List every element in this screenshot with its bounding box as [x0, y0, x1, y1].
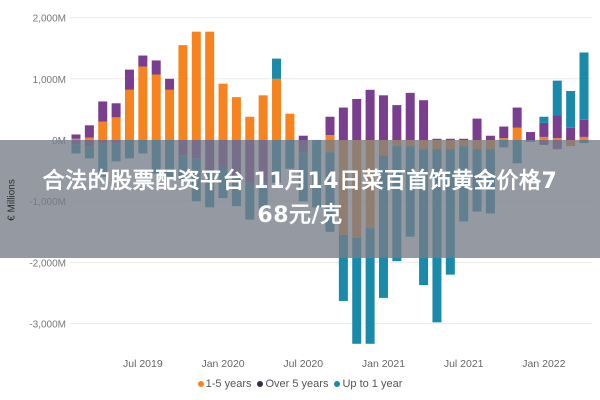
x-tick-label: Jul 2019 [123, 358, 163, 370]
bar-segment [98, 101, 108, 122]
legend: 1-5 years Over 5 years Up to 1 year [0, 378, 600, 390]
banner-title-line-2: 68元/克 [257, 203, 343, 228]
bar-segment [272, 78, 282, 140]
y-tick-label: 2,000M [33, 14, 66, 25]
y-tick-label: -2,000M [29, 258, 66, 269]
bar-segment [272, 58, 282, 79]
legend-item-1-5-years[interactable]: 1-5 years [197, 378, 252, 390]
bar-segment [298, 135, 308, 140]
bar-segment [285, 113, 295, 140]
bar-segment [205, 31, 215, 140]
bar-segment [499, 126, 509, 139]
legend-label: Over 5 years [265, 378, 329, 390]
bar-segment [231, 97, 241, 140]
bar-segment [539, 116, 549, 123]
legend-dot-icon [197, 381, 204, 387]
bar-segment [124, 89, 134, 140]
y-axis-title: € Millions [6, 179, 18, 221]
bar-segment [566, 127, 576, 140]
bar-segment [526, 132, 536, 140]
y-tick-label: 1,000M [33, 75, 66, 86]
bar-segment [258, 95, 268, 140]
bar-segment [419, 100, 429, 140]
x-tick-label: Jul 2020 [283, 358, 323, 370]
bar-segment [325, 135, 335, 140]
bar-segment [365, 228, 375, 344]
bar-segment [539, 122, 549, 137]
legend-label: Up to 1 year [342, 378, 403, 390]
x-tick-label: Jan 2020 [201, 358, 244, 370]
bar-segment [485, 135, 495, 140]
bar-segment [552, 80, 562, 116]
bar-segment [71, 134, 81, 139]
bar-segment [566, 91, 576, 128]
bar-segment [111, 103, 121, 118]
bar-segment [352, 237, 362, 344]
bar-segment [579, 136, 589, 140]
bar-segment [191, 31, 201, 140]
legend-label: 1-5 years [205, 378, 252, 390]
bar-segment [165, 78, 175, 90]
bar-segment [459, 138, 469, 140]
x-axis-ticks: Jul 2019 Jan 2020 Jul 2020 Jan 2021 Jul 2021… [123, 358, 566, 370]
bar-segment [124, 69, 134, 90]
overlay-banner: 合法的股票配资平台 11月14日菜百首饰黄金价格7 68元/克 [0, 140, 600, 258]
bar-segment [84, 125, 94, 138]
y-tick-label: -3,000M [29, 320, 66, 331]
bar-segment [445, 138, 455, 140]
bar-segment [472, 118, 482, 140]
bar-segment [512, 107, 522, 128]
bar-segment [552, 115, 562, 139]
bar-segment [499, 138, 509, 140]
bar-segment [98, 121, 108, 140]
bar-segment [338, 107, 348, 140]
bar-segment [405, 92, 415, 140]
x-tick-label: Jan 2022 [522, 358, 565, 370]
bar-segment [138, 55, 148, 67]
bar-segment [392, 105, 402, 140]
legend-item-up-to-1-year[interactable]: Up to 1 year [334, 378, 402, 390]
bar-segment [151, 74, 161, 140]
bar-segment [84, 137, 94, 140]
bar-segment [325, 116, 335, 136]
bar-segment [579, 119, 589, 137]
bar-segment [512, 127, 522, 140]
bar-segment [432, 138, 442, 140]
legend-dot-icon [257, 381, 264, 387]
x-tick-label: Jul 2021 [444, 358, 484, 370]
legend-item-over-5-years[interactable]: Over 5 years [257, 378, 328, 390]
bar-segment [138, 66, 148, 140]
bar-segment [579, 52, 589, 120]
bar-segment [218, 83, 228, 140]
x-tick-label: Jan 2021 [362, 358, 405, 370]
bar-segment [111, 117, 121, 140]
bar-segment [539, 136, 549, 140]
bar-segment [378, 95, 388, 140]
bar-segment [365, 89, 375, 140]
bar-segment [245, 116, 255, 140]
bar-segment [178, 45, 188, 140]
bar-segment [352, 98, 362, 140]
bar-segment [71, 138, 81, 140]
bar-segment [165, 89, 175, 140]
banner-title-line-1: 合法的股票配资平台 11月14日菜百首饰黄金价格7 [42, 169, 558, 194]
bar-segment [552, 138, 562, 140]
legend-dot-icon [334, 381, 341, 387]
bar-segment [338, 234, 348, 301]
bar-segment [151, 60, 161, 75]
